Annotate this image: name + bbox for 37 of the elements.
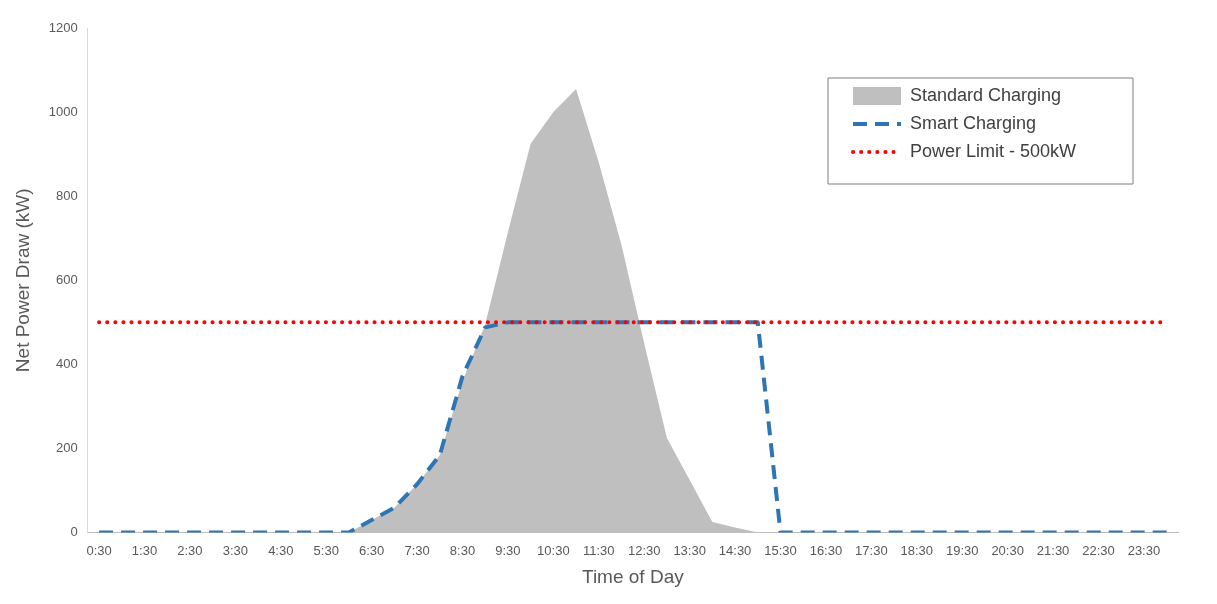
x-tick-label: 13:30 [673,542,706,558]
x-tick-label: 2:30 [177,542,203,558]
x-tick-label: 0:30 [86,542,112,558]
y-tick-label: 1000 [48,103,78,119]
x-tick-label: 17:30 [855,542,888,558]
x-tick-label: 16:30 [809,542,843,558]
x-axis-title: Time of Day [582,565,685,587]
x-tick-label: 8:30 [449,542,476,558]
x-tick-label: 15:30 [764,542,797,558]
x-tick-label: 10:30 [537,542,570,558]
legend-label: Standard Charging [910,84,1062,105]
legend-label: Power Limit - 500kW [910,140,1077,161]
line-series [97,320,1169,533]
legend-label: Smart Charging [910,112,1037,133]
x-tick-label: 18:30 [900,542,934,558]
x-tick-label: 5:30 [313,542,339,558]
x-tick-label: 20:30 [991,542,1024,558]
x-tick-label: 4:30 [268,542,294,558]
x-tick-label: 6:30 [358,542,385,558]
y-tick-label: 600 [56,271,78,287]
x-tick-label: 1:30 [131,542,158,558]
y-tick-label: 1200 [48,19,78,35]
x-tick-label: 9:30 [495,542,521,558]
x-tick-label: 21:30 [1036,542,1070,558]
y-axis-title: Net Power Draw (kW) [11,188,33,373]
y-tick-label: 400 [56,355,78,371]
y-tick-label: 200 [56,440,78,456]
x-tick-label: 14:30 [718,542,752,558]
x-tick-label: 22:30 [1082,542,1115,558]
x-tick-label: 7:30 [404,542,430,558]
x-tick-label: 19:30 [945,542,979,558]
y-tick-label: 800 [56,187,78,203]
x-tick-label: 12:30 [627,542,661,558]
x-tick-label: 11:30 [583,542,615,558]
y-tick-label: 0 [70,524,78,540]
x-tick-label: 3:30 [222,542,249,558]
x-tick-label: 23:30 [1127,542,1161,558]
